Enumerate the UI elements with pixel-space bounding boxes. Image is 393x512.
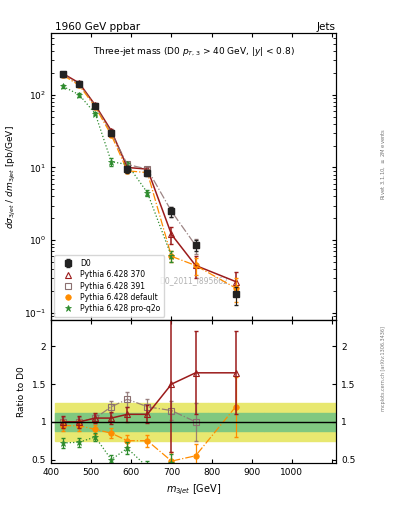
Line: Pythia 6.428 370: Pythia 6.428 370 xyxy=(61,71,239,284)
Text: D0_2011_I895662: D0_2011_I895662 xyxy=(159,276,228,286)
Pythia 6.428 default xyxy=(77,82,81,89)
Pythia 6.428 391 xyxy=(169,208,174,215)
Line: Pythia 6.428 pro-q2o: Pythia 6.428 pro-q2o xyxy=(60,83,175,260)
Pythia 6.428 391 xyxy=(145,166,150,172)
Pythia 6.428 default xyxy=(93,104,97,110)
X-axis label: $m_{3jet}\ [\mathrm{GeV}]$: $m_{3jet}\ [\mathrm{GeV}]$ xyxy=(166,483,221,497)
Pythia 6.428 default xyxy=(61,72,66,78)
Bar xyxy=(208,413,264,431)
Pythia 6.428 default xyxy=(169,253,174,260)
Pythia 6.428 370 xyxy=(233,279,238,285)
Pythia 6.428 391 xyxy=(93,103,97,109)
Pythia 6.428 pro-q2o xyxy=(77,92,81,98)
Bar xyxy=(55,413,103,431)
Pythia 6.428 default xyxy=(145,169,150,176)
Pythia 6.428 391 xyxy=(125,161,130,167)
Pythia 6.428 370 xyxy=(109,127,114,134)
Bar xyxy=(160,413,208,431)
Pythia 6.428 391 xyxy=(109,130,114,136)
Pythia 6.428 default xyxy=(109,132,114,138)
Pythia 6.428 370 xyxy=(145,166,150,172)
Pythia 6.428 pro-q2o xyxy=(125,161,130,167)
Y-axis label: Ratio to D0: Ratio to D0 xyxy=(17,366,26,417)
Pythia 6.428 391 xyxy=(61,71,66,77)
Pythia 6.428 default xyxy=(125,168,130,174)
Text: Three-jet mass (D0 $p_{T,3}$ > 40 GeV, $|y|$ < 0.8): Three-jet mass (D0 $p_{T,3}$ > 40 GeV, $… xyxy=(93,45,294,57)
Y-axis label: $d\sigma_{3jet}\ /\ dm_{3jet}\ [\mathrm{pb/GeV}]$: $d\sigma_{3jet}\ /\ dm_{3jet}\ [\mathrm{… xyxy=(5,125,18,228)
Text: mcplots.cern.ch [arXiv:1306.3436]: mcplots.cern.ch [arXiv:1306.3436] xyxy=(381,326,386,411)
Pythia 6.428 370 xyxy=(93,102,97,108)
Bar xyxy=(208,403,264,441)
Pythia 6.428 391 xyxy=(193,242,198,248)
Bar xyxy=(103,403,160,441)
Pythia 6.428 pro-q2o xyxy=(145,189,150,196)
Bar xyxy=(160,403,208,441)
Bar xyxy=(264,413,336,431)
Pythia 6.428 pro-q2o xyxy=(93,111,97,117)
Line: Pythia 6.428 391: Pythia 6.428 391 xyxy=(61,72,198,248)
Pythia 6.428 370 xyxy=(125,164,130,170)
Pythia 6.428 default xyxy=(233,285,238,291)
Pythia 6.428 370 xyxy=(61,71,66,77)
Line: Pythia 6.428 default: Pythia 6.428 default xyxy=(61,73,239,291)
Legend: D0, Pythia 6.428 370, Pythia 6.428 391, Pythia 6.428 default, Pythia 6.428 pro-q: D0, Pythia 6.428 370, Pythia 6.428 391, … xyxy=(54,255,164,317)
Text: Jets: Jets xyxy=(317,22,336,32)
Pythia 6.428 391 xyxy=(77,81,81,87)
Text: 1960 GeV ppbar: 1960 GeV ppbar xyxy=(55,22,140,32)
Pythia 6.428 370 xyxy=(193,262,198,268)
Pythia 6.428 pro-q2o xyxy=(169,253,174,260)
Bar xyxy=(55,403,103,441)
Pythia 6.428 370 xyxy=(77,80,81,86)
Pythia 6.428 pro-q2o xyxy=(109,159,114,165)
Pythia 6.428 default xyxy=(193,262,198,268)
Text: Rivet 3.1.10, $\geq$ 2M events: Rivet 3.1.10, $\geq$ 2M events xyxy=(379,127,387,200)
Pythia 6.428 370 xyxy=(169,231,174,238)
Bar xyxy=(264,403,336,441)
Bar xyxy=(103,413,160,431)
Pythia 6.428 pro-q2o xyxy=(61,83,66,90)
